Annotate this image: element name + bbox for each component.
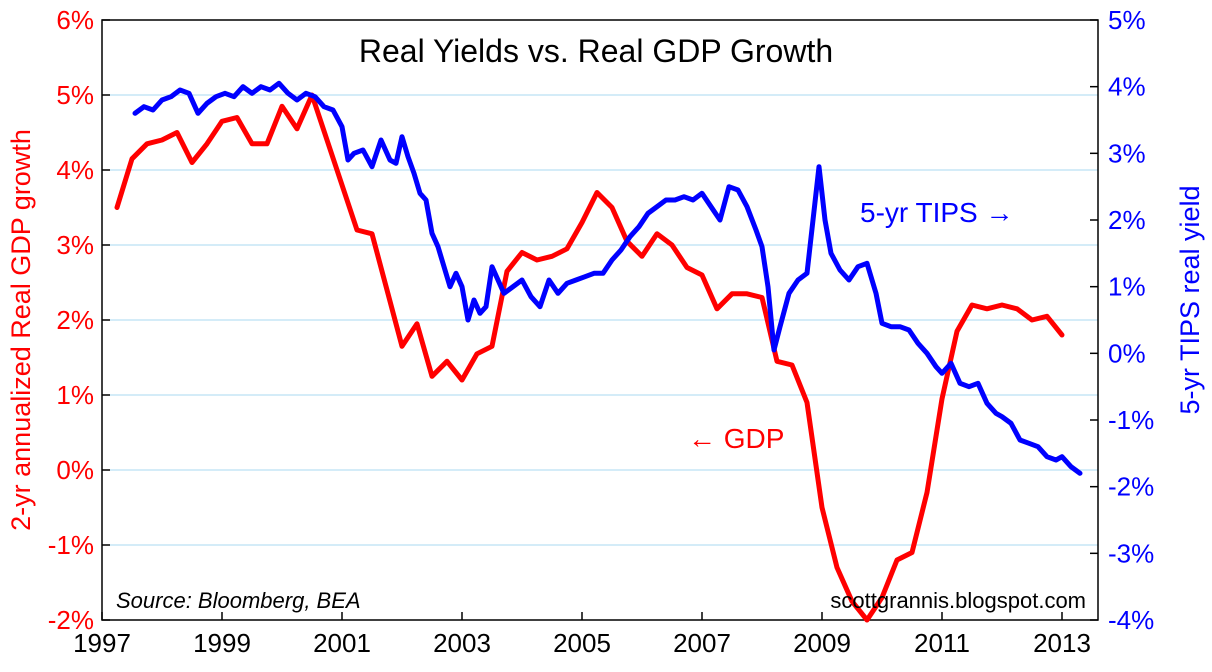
tips-annotation: 5-yr TIPS →: [860, 197, 1014, 228]
x-tick-label: 2011: [914, 628, 970, 658]
source-note: Source: Bloomberg, BEA: [116, 588, 361, 613]
right-tick-label: 4%: [1108, 72, 1146, 102]
right-tick-label: -4%: [1108, 605, 1154, 635]
gridlines: [102, 94, 1098, 546]
x-tick-label: 2001: [313, 628, 371, 658]
right-tick-label: -2%: [1108, 472, 1154, 502]
right-tick-label: -1%: [1108, 405, 1154, 435]
gdp-series-line: [114, 92, 1065, 623]
x-tick-label: 1999: [193, 628, 251, 658]
left-tick-label: 6%: [56, 5, 94, 35]
right-tick-label: 3%: [1108, 138, 1146, 168]
right-tick-label: 5%: [1108, 5, 1146, 35]
credit-note: scottgrannis.blogspot.com: [830, 588, 1086, 613]
right-tick-label: 1%: [1108, 272, 1146, 302]
right-tick-label: 2%: [1108, 205, 1146, 235]
left-tick-label: 5%: [56, 80, 94, 110]
left-axis-label: 2-yr annualized Real GDP growth: [6, 129, 36, 531]
x-tick-label: 2005: [553, 628, 611, 658]
x-tick-label: 2003: [433, 628, 491, 658]
right-axis-label: 5-yr TIPS real yield: [1175, 185, 1205, 414]
left-tick-label: 1%: [56, 380, 94, 410]
tips-series-line: [132, 80, 1083, 476]
left-axis: -2% -1% 0% 1% 2% 3% 4% 5% 6%: [48, 5, 110, 635]
x-axis: 1997 1999 2001 2003 2005 2007 2009 2011 2013: [73, 612, 1091, 658]
left-tick-label: 0%: [56, 455, 94, 485]
right-tick-label: 0%: [1108, 338, 1146, 368]
left-tick-label: -1%: [48, 530, 94, 560]
chart-title: Real Yields vs. Real GDP Growth: [359, 33, 833, 69]
series-layer: [114, 80, 1083, 623]
left-tick-label: 3%: [56, 230, 94, 260]
right-tick-label: -3%: [1108, 538, 1154, 568]
right-axis: -4% -3% -2% -1% 0% 1% 2% 3% 4% 5%: [1090, 5, 1154, 635]
x-tick-label: 2007: [673, 628, 731, 658]
left-tick-label: 2%: [56, 305, 94, 335]
x-tick-label: 2013: [1033, 628, 1091, 658]
x-tick-label: 2009: [793, 628, 851, 658]
x-tick-label: 1997: [73, 628, 131, 658]
left-tick-label: -2%: [48, 605, 94, 635]
gdp-annotation: ← GDP: [688, 423, 784, 454]
left-tick-label: 4%: [56, 155, 94, 185]
